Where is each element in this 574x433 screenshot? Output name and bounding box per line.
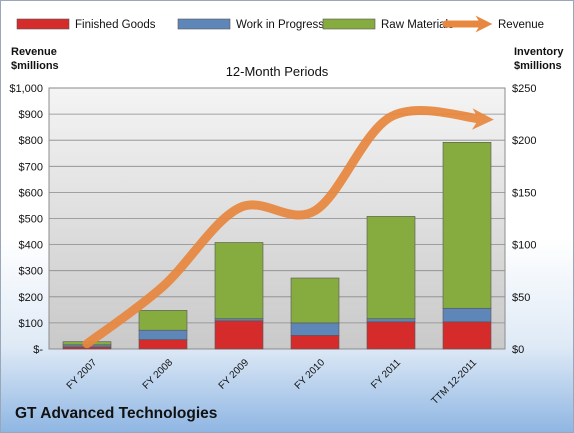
legend-finished-goods-label: Finished Goods bbox=[75, 19, 156, 31]
company-name: GT Advanced Technologies bbox=[15, 405, 218, 422]
legend-finished-goods-swatch bbox=[16, 18, 70, 30]
chart-title: 12-Month Periods bbox=[226, 64, 329, 79]
work-in-progress-bar bbox=[290, 322, 340, 336]
y-right-tick-label: $200 bbox=[512, 135, 536, 147]
raw-materials-bar bbox=[366, 216, 416, 320]
y-left-tick-label: $100 bbox=[19, 318, 43, 330]
y-right-tick-label: $50 bbox=[512, 292, 530, 304]
y-right-tick-label: $0 bbox=[512, 344, 524, 356]
legend-work-in-progress-swatch bbox=[177, 18, 231, 30]
y-left-title-line1: Revenue bbox=[11, 46, 57, 58]
y-right-tick-label: $100 bbox=[512, 240, 536, 252]
x-tick-label: FY 2007 bbox=[65, 357, 100, 392]
legend-revenue-label: Revenue bbox=[498, 19, 544, 31]
y-left-tick-label: $400 bbox=[19, 240, 43, 252]
work-in-progress-bar bbox=[442, 307, 492, 323]
x-tick-label: TTM 12-2011 bbox=[429, 357, 479, 407]
y-left-tick-label: $- bbox=[33, 344, 43, 356]
y-right-tick-label: $150 bbox=[512, 187, 536, 199]
raw-materials-bar bbox=[442, 141, 492, 309]
y-right-title-line2: $millions bbox=[514, 60, 562, 72]
finished-goods-bar bbox=[442, 321, 492, 350]
y-left-title-line2: $millions bbox=[11, 60, 59, 72]
work-in-progress-bar bbox=[214, 318, 264, 322]
y-right-title-line1: Inventory bbox=[514, 46, 564, 58]
legend-raw-materials-label: Raw Materials bbox=[381, 19, 454, 31]
y-left-tick-label: $1,000 bbox=[9, 83, 43, 95]
x-tick-label: FY 2011 bbox=[369, 357, 403, 391]
x-tick-label: FY 2010 bbox=[293, 357, 328, 392]
x-tick-label: FY 2008 bbox=[141, 357, 176, 392]
y-left-tick-label: $600 bbox=[19, 187, 43, 199]
revenue-line bbox=[82, 105, 494, 349]
y-left-tick-label: $300 bbox=[19, 266, 43, 278]
y-right-tick-label: $250 bbox=[512, 83, 536, 95]
finished-goods-bar bbox=[366, 321, 416, 350]
raw-materials-bar bbox=[138, 310, 188, 331]
y-left-tick-label: $700 bbox=[19, 161, 43, 173]
y-left-tick-label: $200 bbox=[19, 292, 43, 304]
finished-goods-bar bbox=[214, 320, 264, 350]
raw-materials-bar bbox=[214, 242, 264, 320]
raw-materials-bar bbox=[290, 277, 340, 324]
work-in-progress-bar bbox=[138, 329, 188, 340]
x-tick-label: FY 2009 bbox=[217, 357, 252, 392]
y-left-tick-label: $500 bbox=[19, 214, 43, 226]
legend-raw-materials-swatch bbox=[322, 18, 376, 30]
work-in-progress-bar bbox=[366, 318, 416, 323]
legend-work-in-progress-label: Work in Progress bbox=[236, 19, 324, 31]
finished-goods-bar bbox=[138, 339, 188, 350]
y-left-tick-label: $800 bbox=[19, 135, 43, 147]
y-left-tick-label: $900 bbox=[19, 109, 43, 121]
finished-goods-bar bbox=[290, 335, 340, 350]
